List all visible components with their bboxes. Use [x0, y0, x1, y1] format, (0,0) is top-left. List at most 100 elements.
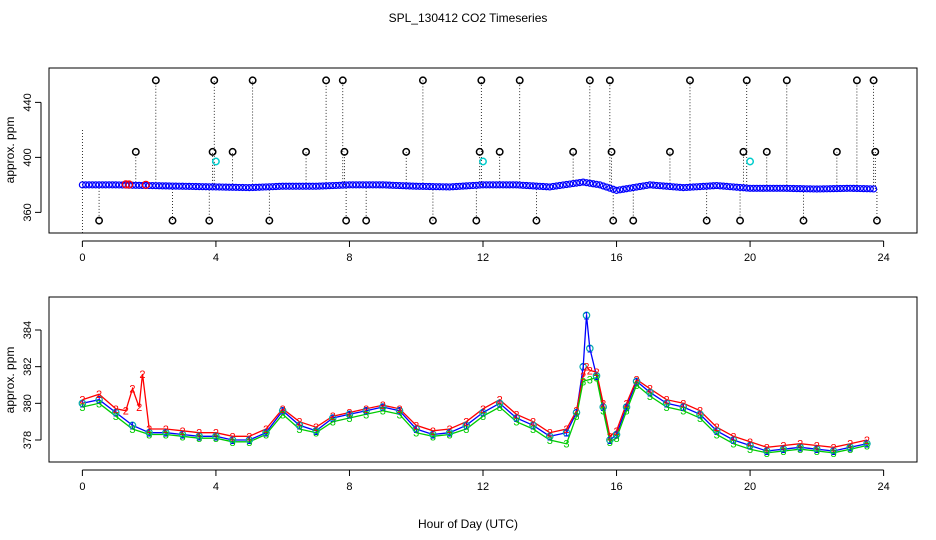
series-marker-label: 1	[563, 428, 569, 440]
baseline-point	[783, 184, 791, 192]
baseline-point	[415, 182, 424, 190]
outlier-point	[205, 216, 214, 225]
series-marker-label: 1	[113, 408, 119, 420]
outlier-point	[782, 76, 791, 85]
baseline-point	[312, 182, 320, 190]
outlier-point	[495, 147, 504, 156]
x-tick-label: 8	[346, 252, 352, 264]
baseline-point	[486, 181, 494, 189]
series-point	[362, 406, 370, 415]
series-marker-label: 3	[480, 411, 486, 423]
series-marker-label: 2	[697, 406, 703, 418]
baseline-point	[439, 183, 447, 191]
series-marker-label: 1	[780, 444, 786, 456]
series-point	[622, 403, 631, 411]
series-marker-label: 2	[463, 417, 469, 429]
outlier-point	[95, 216, 104, 225]
series-marker-label: 2	[814, 441, 820, 453]
baseline-point	[355, 181, 364, 189]
series-marker-label: 2	[129, 384, 135, 396]
series-point	[295, 421, 304, 430]
baseline-point	[412, 182, 420, 190]
outlier-point	[342, 216, 351, 225]
y-tick-label: 440	[22, 93, 34, 111]
baseline-point	[425, 182, 434, 191]
series-marker-label: 3	[580, 376, 586, 388]
series-marker-label: 3	[280, 409, 286, 421]
baseline-point	[466, 182, 474, 190]
baseline-point	[719, 182, 727, 190]
x-tick-label: 24	[877, 252, 889, 264]
series-point	[412, 425, 421, 433]
baseline-point	[519, 181, 527, 189]
baseline-point	[572, 179, 581, 187]
baseline-point	[582, 179, 591, 187]
baseline-point	[736, 183, 744, 192]
series-marker-label: 1	[634, 376, 640, 388]
baseline-point	[502, 181, 510, 189]
baseline-point	[322, 182, 330, 190]
series-marker-label: 1	[163, 428, 169, 440]
series-marker-label: 3	[780, 446, 786, 458]
series-point	[162, 428, 170, 437]
series-marker-label: 3	[764, 448, 770, 460]
baseline-point	[332, 181, 340, 190]
outlier-point	[418, 76, 427, 85]
baseline-point	[716, 182, 724, 190]
series-marker-label: 1	[814, 444, 820, 456]
outlier-point	[475, 147, 484, 156]
baseline-point	[225, 183, 233, 191]
series-marker-label: 2	[280, 404, 286, 416]
series-marker-label: 1	[497, 398, 503, 410]
series-marker-label: 2	[513, 409, 519, 421]
baseline-point	[659, 182, 667, 190]
baseline-point	[686, 183, 694, 191]
baseline-point	[823, 185, 831, 193]
baseline-point	[168, 182, 177, 190]
baseline-point	[342, 181, 350, 189]
baseline-point	[162, 182, 170, 190]
baseline-point	[819, 185, 828, 193]
baseline-point	[693, 183, 701, 191]
y-tick-label: 382	[22, 357, 34, 375]
series-point	[662, 399, 671, 408]
series-marker-label: 1	[313, 426, 319, 438]
series-point	[582, 311, 591, 320]
baseline-point	[546, 183, 554, 191]
baseline-point	[629, 184, 637, 192]
baseline-point	[509, 181, 517, 189]
series-marker-label: 3	[96, 398, 102, 410]
series-point	[606, 436, 614, 444]
series-marker-label: 2	[563, 424, 569, 436]
baseline-point	[866, 185, 874, 193]
baseline-point	[262, 183, 270, 191]
series-marker-label: 1	[573, 408, 579, 420]
series-marker-label: 1	[296, 420, 302, 432]
series-marker-label: 2	[413, 420, 419, 432]
baseline-point	[409, 182, 417, 190]
baseline-point	[88, 181, 97, 189]
baseline-point	[743, 184, 751, 192]
series-marker-label: 3	[573, 411, 579, 423]
series-marker-label: 2	[587, 365, 593, 377]
baseline-point	[112, 181, 120, 189]
baseline-point	[279, 182, 287, 190]
x-tick-label: 8	[346, 481, 352, 493]
bottom-y-axis-ticks: 378 380 382 384	[22, 321, 42, 449]
baseline-point	[469, 181, 477, 190]
baseline-point	[646, 181, 654, 189]
baseline-point	[586, 179, 594, 187]
baseline-point	[836, 184, 844, 193]
outlier-point	[208, 147, 217, 156]
baseline-point	[108, 181, 117, 189]
series-marker-label: 1	[680, 402, 686, 414]
baseline-point	[215, 183, 223, 191]
baseline-point	[95, 181, 103, 189]
baseline-point	[422, 182, 430, 191]
outlier-point	[515, 76, 524, 85]
series-marker-label: 1	[179, 430, 185, 442]
baseline-point	[709, 182, 717, 190]
baseline-point	[826, 185, 834, 193]
outlier-point	[265, 216, 274, 225]
series-marker-label: 3	[730, 439, 736, 451]
